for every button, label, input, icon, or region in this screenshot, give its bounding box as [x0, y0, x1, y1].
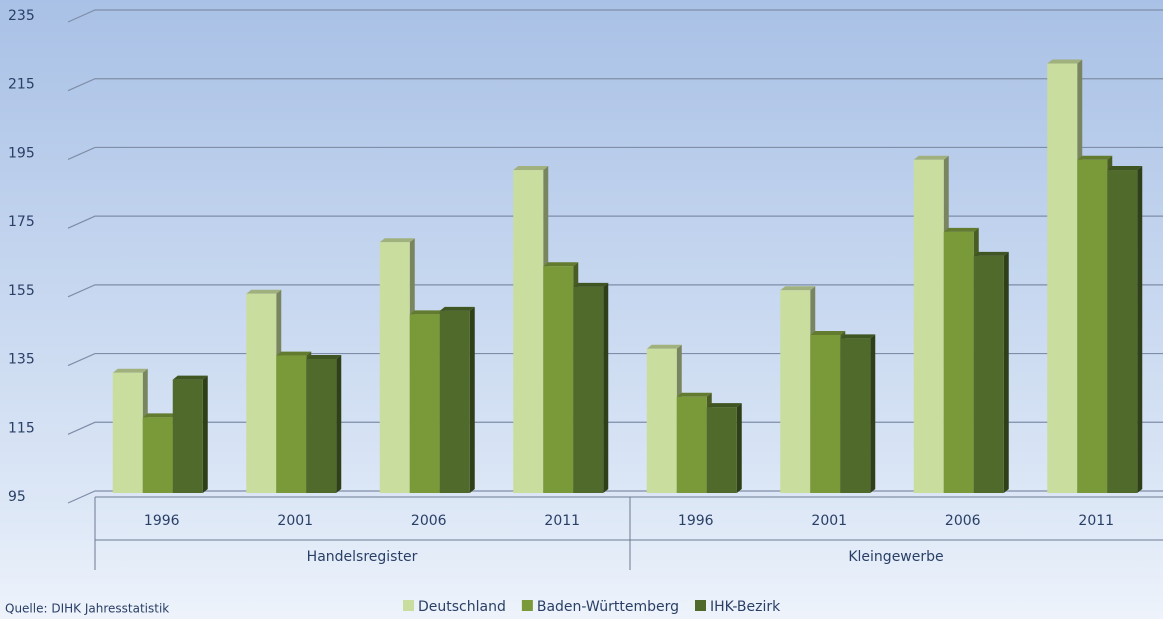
bar [142, 417, 173, 493]
bar [1107, 170, 1138, 494]
bar [646, 348, 677, 493]
bar [439, 310, 470, 493]
bar [780, 290, 811, 493]
legend-label: IHK-Bezirk [710, 599, 781, 615]
x-tick-label: 1996 [144, 513, 180, 529]
y-tick-label: 235 [8, 8, 35, 24]
bar-top [112, 368, 148, 373]
x-tick-label: 1996 [678, 513, 714, 529]
bar-top [676, 392, 712, 397]
bar [112, 372, 143, 493]
bar-top [513, 166, 549, 171]
x-tick-label: 2011 [544, 513, 580, 529]
bar [1077, 159, 1108, 493]
bar-top [810, 330, 846, 335]
bar [810, 334, 841, 493]
bar-side [870, 334, 876, 493]
bar [1047, 63, 1078, 494]
x-tick-label: 2006 [945, 513, 981, 529]
bar [409, 314, 440, 493]
bar [246, 293, 277, 493]
x-tick-label: 2001 [277, 513, 313, 529]
y-tick-label: 115 [8, 420, 35, 436]
bar-top [1077, 155, 1113, 160]
bar-top [943, 227, 979, 232]
x-tick-label: 2011 [1078, 513, 1114, 529]
bar-top [172, 375, 208, 380]
bar-top [306, 355, 342, 360]
bar-side [603, 282, 609, 493]
bar-top [1107, 166, 1143, 171]
bar-top [379, 238, 415, 243]
grid-line [67, 78, 1163, 92]
bar [913, 159, 944, 493]
bar [943, 231, 974, 493]
legend-swatch [403, 600, 414, 611]
grid-line [67, 9, 1163, 23]
legend-swatch [521, 600, 533, 611]
bar-top [780, 286, 816, 291]
bar [513, 170, 544, 494]
bar [276, 355, 307, 493]
grid-line [67, 284, 1163, 298]
bar [973, 255, 1004, 493]
bar-side [336, 355, 342, 493]
y-tick-label: 215 [8, 77, 35, 93]
x-tick-label: 2001 [811, 513, 847, 529]
x-tick-label: 2006 [411, 513, 447, 529]
legend-label: Deutschland [418, 599, 506, 615]
bar-side [1003, 251, 1009, 493]
bar-side [736, 403, 742, 493]
y-tick-label: 155 [8, 283, 35, 299]
bar-side [202, 375, 208, 493]
bar-top [276, 351, 312, 356]
bar-top [142, 413, 178, 418]
grid-line [67, 146, 1163, 160]
bar [840, 338, 871, 493]
bar [543, 266, 574, 493]
bar-top [543, 262, 579, 267]
bar-top [246, 289, 282, 294]
bar [573, 286, 604, 493]
y-tick-label: 195 [8, 145, 35, 161]
bar-top [1047, 59, 1083, 64]
group-label: Handelsregister [307, 549, 418, 565]
bar-top [706, 403, 742, 408]
bar [172, 379, 203, 493]
y-tick-label: 175 [8, 214, 35, 230]
bar-top [646, 344, 682, 349]
bar-top [973, 251, 1009, 256]
bar-top [439, 306, 475, 311]
y-tick-label: 135 [8, 352, 35, 368]
grid-line [67, 215, 1163, 229]
group-label: Kleingewerbe [848, 549, 943, 565]
bar [306, 359, 337, 493]
y-tick-label: 95 [8, 489, 26, 505]
bar-side [469, 306, 475, 493]
legend-label: Baden-Württemberg [537, 599, 679, 615]
bar-top [409, 310, 445, 315]
bar-top [573, 282, 609, 287]
bar [706, 407, 737, 493]
bar [676, 396, 707, 493]
bar [379, 242, 410, 493]
bar-side [1137, 166, 1143, 494]
source-note: Quelle: DIHK Jahresstatistik [5, 602, 169, 616]
legend-swatch [695, 600, 706, 611]
bar-top [840, 334, 876, 339]
bar-top [913, 155, 949, 160]
